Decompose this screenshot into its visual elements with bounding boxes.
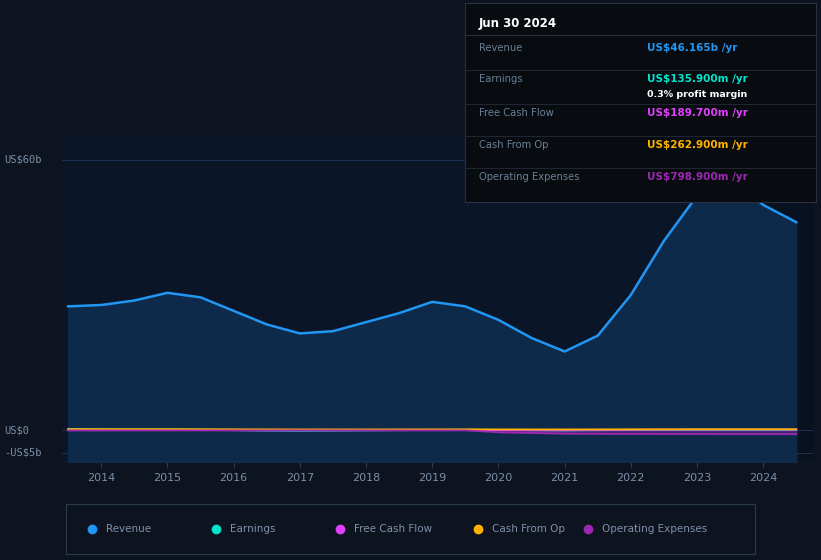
- Text: US$0: US$0: [4, 426, 29, 436]
- Text: Earnings: Earnings: [230, 524, 275, 534]
- Text: US$60b: US$60b: [4, 155, 42, 165]
- Text: US$189.700m /yr: US$189.700m /yr: [648, 108, 748, 118]
- Text: Revenue: Revenue: [106, 524, 151, 534]
- Text: US$46.165b /yr: US$46.165b /yr: [648, 43, 738, 53]
- Text: Free Cash Flow: Free Cash Flow: [354, 524, 432, 534]
- Text: -US$5b: -US$5b: [4, 448, 42, 458]
- Text: US$262.900m /yr: US$262.900m /yr: [648, 140, 748, 150]
- Text: Earnings: Earnings: [479, 74, 522, 85]
- Text: Cash From Op: Cash From Op: [492, 524, 565, 534]
- Text: Operating Expenses: Operating Expenses: [603, 524, 708, 534]
- Text: 0.3% profit margin: 0.3% profit margin: [648, 90, 748, 99]
- Text: Revenue: Revenue: [479, 43, 522, 53]
- Text: Jun 30 2024: Jun 30 2024: [479, 17, 557, 30]
- Bar: [753, 137, 813, 462]
- Text: US$135.900m /yr: US$135.900m /yr: [648, 74, 748, 85]
- Text: Operating Expenses: Operating Expenses: [479, 172, 580, 182]
- Text: Free Cash Flow: Free Cash Flow: [479, 108, 553, 118]
- Text: Cash From Op: Cash From Op: [479, 140, 548, 150]
- Text: US$798.900m /yr: US$798.900m /yr: [648, 172, 748, 182]
